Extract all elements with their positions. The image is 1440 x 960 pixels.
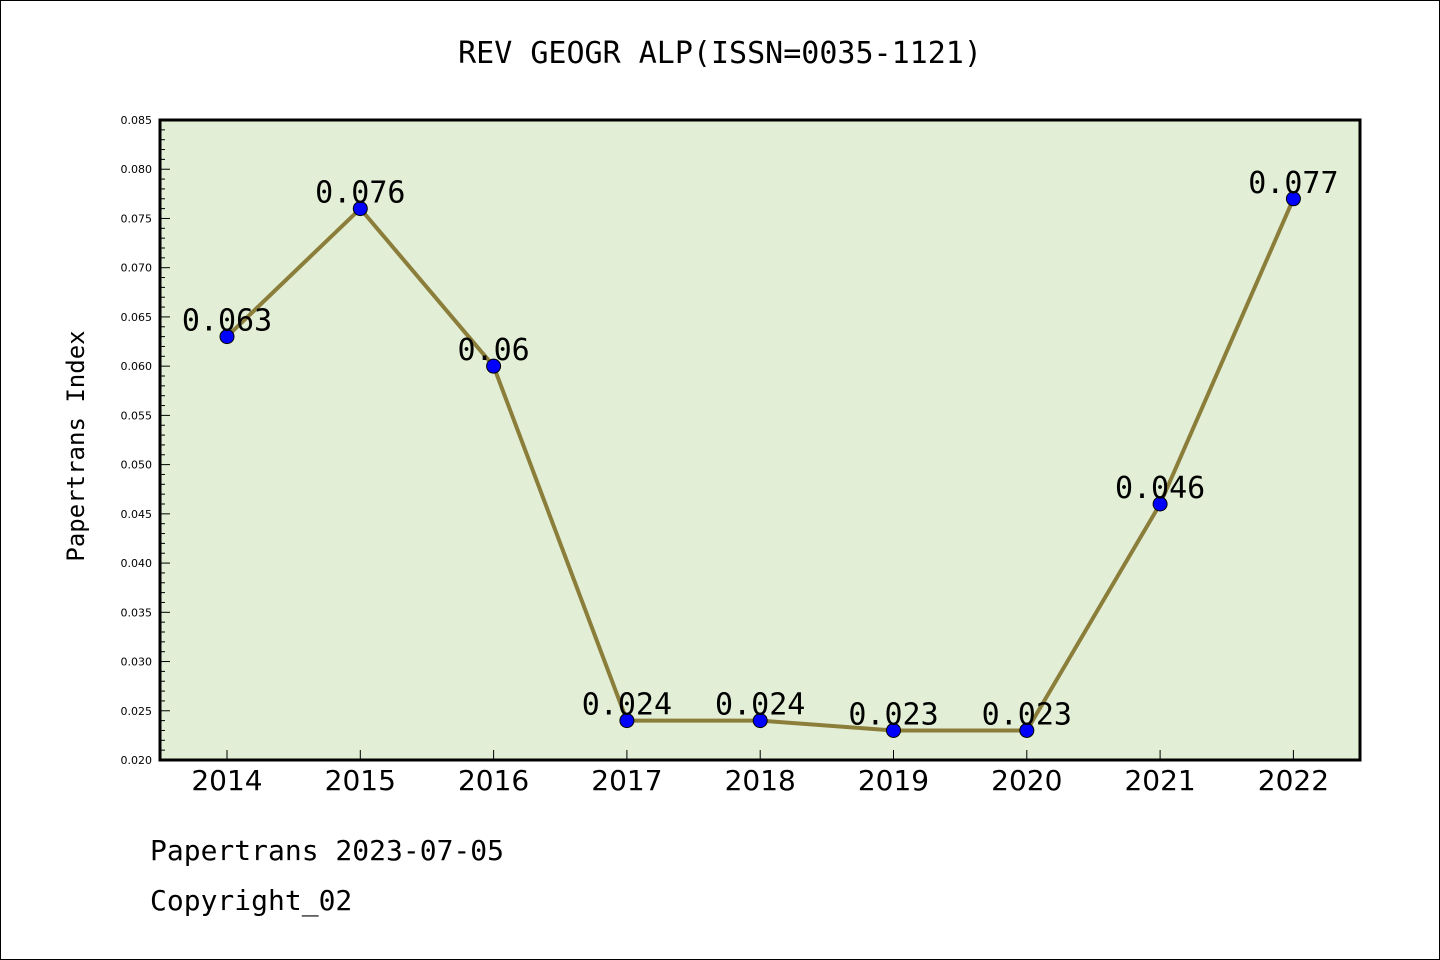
data-point — [1019, 722, 1035, 738]
footer-copyright: Copyright_02 — [150, 884, 353, 917]
y-axis-ticks: 0.020 0.025 0.030 0.035 0.040 0.045 0.050 0.055… — [121, 114, 170, 767]
x-tick-label: 2021 — [1124, 764, 1195, 797]
x-axis-ticks: 2014 2015 2016 2017 2018 2019 2020 2021 2022 — [191, 750, 1329, 797]
data-label: 0.023 — [848, 697, 938, 732]
data-point — [1152, 496, 1168, 512]
data-label: 0.024 — [715, 688, 805, 723]
x-tick-label: 2015 — [325, 764, 396, 797]
y-tick-label: 0.060 — [121, 360, 153, 373]
y-tick-label: 0.065 — [121, 311, 153, 324]
y-tick-label: 0.055 — [121, 409, 153, 422]
y-tick-label: 0.020 — [121, 754, 153, 767]
y-tick-label: 0.075 — [121, 212, 153, 225]
data-point — [886, 722, 901, 738]
data-point — [352, 201, 368, 217]
y-tick-label: 0.070 — [121, 262, 153, 275]
x-tick-label: 2019 — [858, 764, 929, 797]
x-tick-label: 2018 — [725, 764, 796, 797]
data-point — [1285, 191, 1301, 207]
y-tick-label: 0.050 — [121, 459, 153, 472]
x-tick-label: 2016 — [458, 764, 529, 797]
data-label: 0.024 — [582, 688, 672, 723]
data-points — [219, 191, 1301, 738]
x-tick-label: 2022 — [1258, 764, 1329, 797]
footer-date: Papertrans 2023-07-05 — [150, 834, 505, 867]
y-tick-label: 0.080 — [121, 163, 153, 176]
data-label: 0.023 — [982, 697, 1072, 732]
data-point — [752, 713, 768, 729]
y-tick-label: 0.045 — [121, 508, 153, 521]
chart-title: REV GEOGR ALP(ISSN=0035-1121) — [458, 36, 982, 71]
data-label: 0.063 — [182, 304, 272, 339]
y-tick-label: 0.035 — [121, 606, 153, 619]
data-label: 0.077 — [1248, 166, 1338, 201]
x-tick-label: 2014 — [191, 764, 262, 797]
data-point — [619, 713, 635, 729]
data-point — [219, 329, 235, 345]
y-tick-label: 0.085 — [121, 114, 153, 127]
x-tick-label: 2017 — [591, 764, 662, 797]
y-tick-label: 0.040 — [121, 557, 153, 570]
plot-area — [160, 120, 1360, 760]
x-tick-label: 2020 — [991, 764, 1062, 797]
data-label: 0.046 — [1115, 471, 1205, 506]
y-tick-label: 0.025 — [121, 705, 153, 718]
data-label: 0.06 — [457, 333, 529, 368]
data-point — [486, 358, 502, 374]
plot-border — [158, 118, 1362, 762]
data-label: 0.076 — [315, 176, 405, 211]
y-tick-label: 0.030 — [121, 656, 153, 669]
data-labels: 0.063 0.076 0.06 0.024 0.024 0.023 0.023 0.046 0… — [182, 166, 1339, 733]
